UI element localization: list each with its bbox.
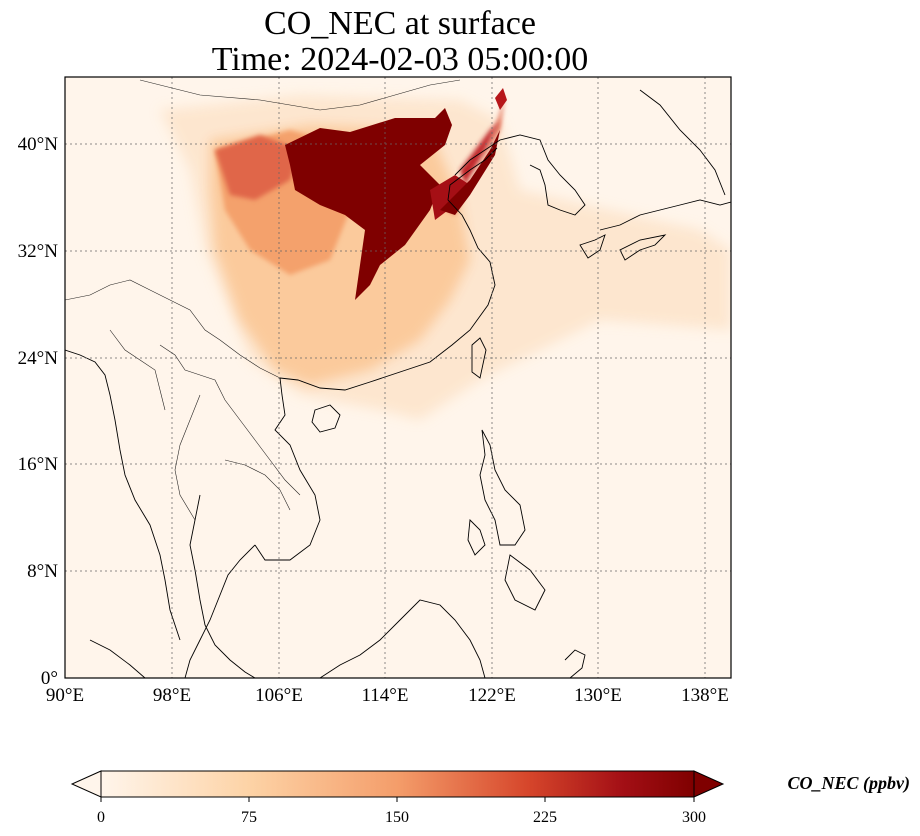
lon-tick: 130°E <box>574 685 622 706</box>
graticule <box>65 77 731 678</box>
colorbar-extend-min <box>70 770 102 798</box>
colorbar-tick: 0 <box>97 809 105 826</box>
country-borders <box>65 79 461 521</box>
coastlines <box>65 89 731 678</box>
map-panel <box>65 77 731 678</box>
colorbar-tick: 225 <box>533 809 557 826</box>
lon-tick: 114°E <box>362 685 409 706</box>
lat-tick: 8°N <box>27 561 58 582</box>
lon-tick: 90°E <box>46 685 84 706</box>
lat-tick: 40°N <box>18 134 59 155</box>
plot-title-line1: CO_NEC at surface <box>264 5 536 42</box>
latitude-tick-labels: 40°N 32°N 24°N 16°N 8°N 0° <box>18 134 59 689</box>
colorbar-tick: 300 <box>682 809 706 826</box>
longitude-tick-labels: 90°E 98°E 106°E 114°E 122°E 130°E 138°E <box>46 685 729 706</box>
colorbar-tick: 75 <box>241 809 257 826</box>
colorbar-label: CO_NEC (ppbv) <box>788 773 911 794</box>
lon-tick: 106°E <box>255 685 303 706</box>
colorbar: 0 75 150 225 300 CO_NEC (ppbv) <box>70 770 911 826</box>
lon-tick: 122°E <box>468 685 516 706</box>
co-concentration-field <box>160 88 731 420</box>
colorbar-extend-max <box>693 770 725 798</box>
lat-tick: 32°N <box>18 241 59 262</box>
colorbar-tick: 150 <box>385 809 409 826</box>
plot-title-line2: Time: 2024-02-03 05:00:00 <box>211 41 589 78</box>
lat-tick: 16°N <box>18 454 59 475</box>
lat-tick: 0° <box>41 668 58 689</box>
lon-tick: 98°E <box>153 685 191 706</box>
map-frame <box>64 76 732 679</box>
lon-tick: 138°E <box>681 685 729 706</box>
lat-tick: 24°N <box>18 348 59 369</box>
colorbar-gradient <box>101 771 694 797</box>
